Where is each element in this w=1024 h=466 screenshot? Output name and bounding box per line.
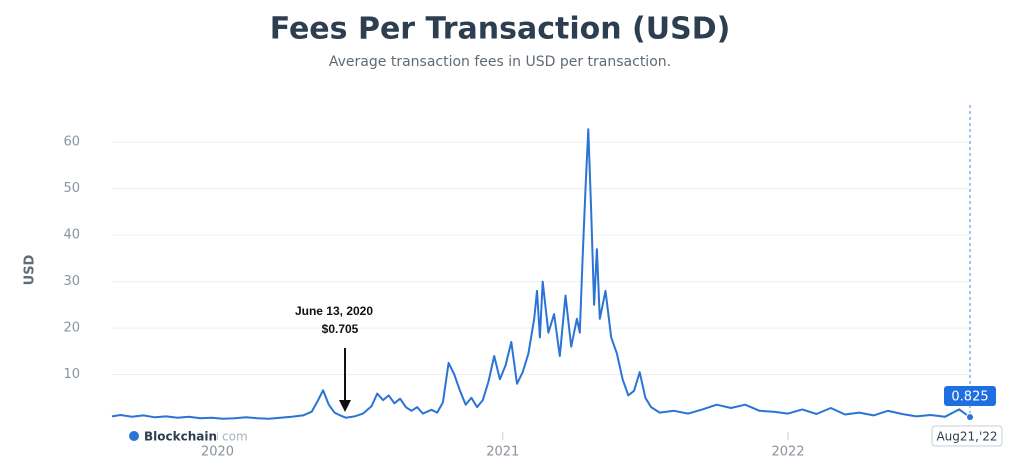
y-axis-label: USD <box>23 254 38 285</box>
chart-subtitle: Average transaction fees in USD per tran… <box>329 54 671 70</box>
watermark-brand: Blockchain <box>144 430 217 444</box>
hover-point <box>966 413 974 422</box>
annotation-arrowhead <box>339 400 351 412</box>
hover-value-label: 0.825 <box>951 390 988 405</box>
annotation-value: $0.705 <box>322 322 359 336</box>
watermark-suffix: com <box>222 430 248 444</box>
data-line <box>111 128 971 420</box>
y-tick-label: 40 <box>63 228 80 243</box>
y-tick-label: 20 <box>63 321 80 336</box>
x-tick-label: 2021 <box>486 445 519 460</box>
y-tick-label: 30 <box>63 274 80 289</box>
x-tick-label: 2022 <box>771 445 804 460</box>
hover-value-box <box>944 386 996 406</box>
annotation-date: June 13, 2020 <box>295 304 373 318</box>
x-tick-label: 2020 <box>201 445 234 460</box>
chart-title: Fees Per Transaction (USD) <box>270 12 731 47</box>
y-tick-label: 10 <box>63 367 80 382</box>
watermark-logo <box>129 431 139 441</box>
y-tick-label: 50 <box>63 181 80 196</box>
hover-x-box <box>931 425 1003 447</box>
y-tick-label: 60 <box>63 135 80 150</box>
hover-x-label: Aug21,'22 <box>936 430 997 444</box>
